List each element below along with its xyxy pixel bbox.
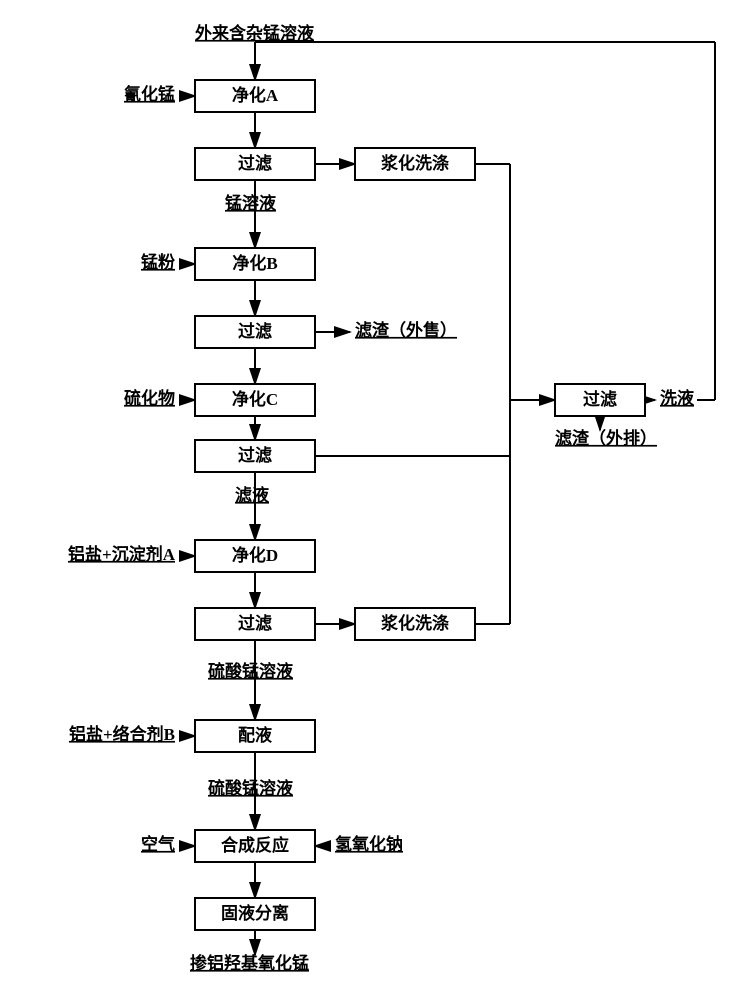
label-sulf: 硫化物 [124, 388, 175, 408]
node-label-purA: 净化A [232, 85, 279, 105]
label-slag2: 滤渣（外排） [555, 428, 657, 448]
node-label-filt3: 过滤 [238, 445, 272, 465]
label-alB: 铝盐+络合剂B [69, 724, 175, 744]
node-label-filt2: 过滤 [238, 321, 272, 341]
label-slag1: 滤渣（外售） [355, 320, 457, 340]
label-mnSO4a: 硫酸锰溶液 [208, 661, 293, 681]
node-label-purC: 净化C [232, 389, 278, 409]
node-label-purB: 净化B [232, 253, 277, 273]
label-top: 外来含杂锰溶液 [195, 23, 314, 43]
label-filtrate: 滤液 [235, 485, 269, 505]
node-label-filt1: 过滤 [238, 153, 272, 173]
label-prod: 掺铝羟基氧化锰 [190, 953, 309, 973]
node-label-react: 合成反应 [221, 835, 289, 855]
node-label-filt4: 过滤 [238, 613, 272, 633]
label-mnSO4b: 硫酸锰溶液 [208, 778, 293, 798]
flowchart: 净化A过滤浆化洗涤净化B过滤净化C过滤净化D过滤浆化洗涤配液合成反应固液分离过滤… [0, 0, 744, 1000]
label-mnP: 锰粉 [141, 252, 175, 272]
label-alA: 铝盐+沉淀剂A [68, 544, 176, 564]
node-label-purD: 净化D [232, 545, 278, 565]
label-washL: 洗液 [660, 388, 694, 408]
label-mnO: 氰化锰 [124, 84, 175, 104]
label-mnSol: 锰溶液 [225, 193, 276, 213]
label-air: 空气 [141, 834, 175, 854]
node-label-wash2: 浆化洗涤 [381, 613, 449, 633]
label-naoh: 氢氧化钠 [335, 834, 403, 854]
node-label-wash1: 浆化洗涤 [381, 153, 449, 173]
node-label-sep: 固液分离 [221, 903, 289, 923]
node-label-mix: 配液 [238, 725, 272, 745]
node-label-filtR: 过滤 [583, 389, 617, 409]
